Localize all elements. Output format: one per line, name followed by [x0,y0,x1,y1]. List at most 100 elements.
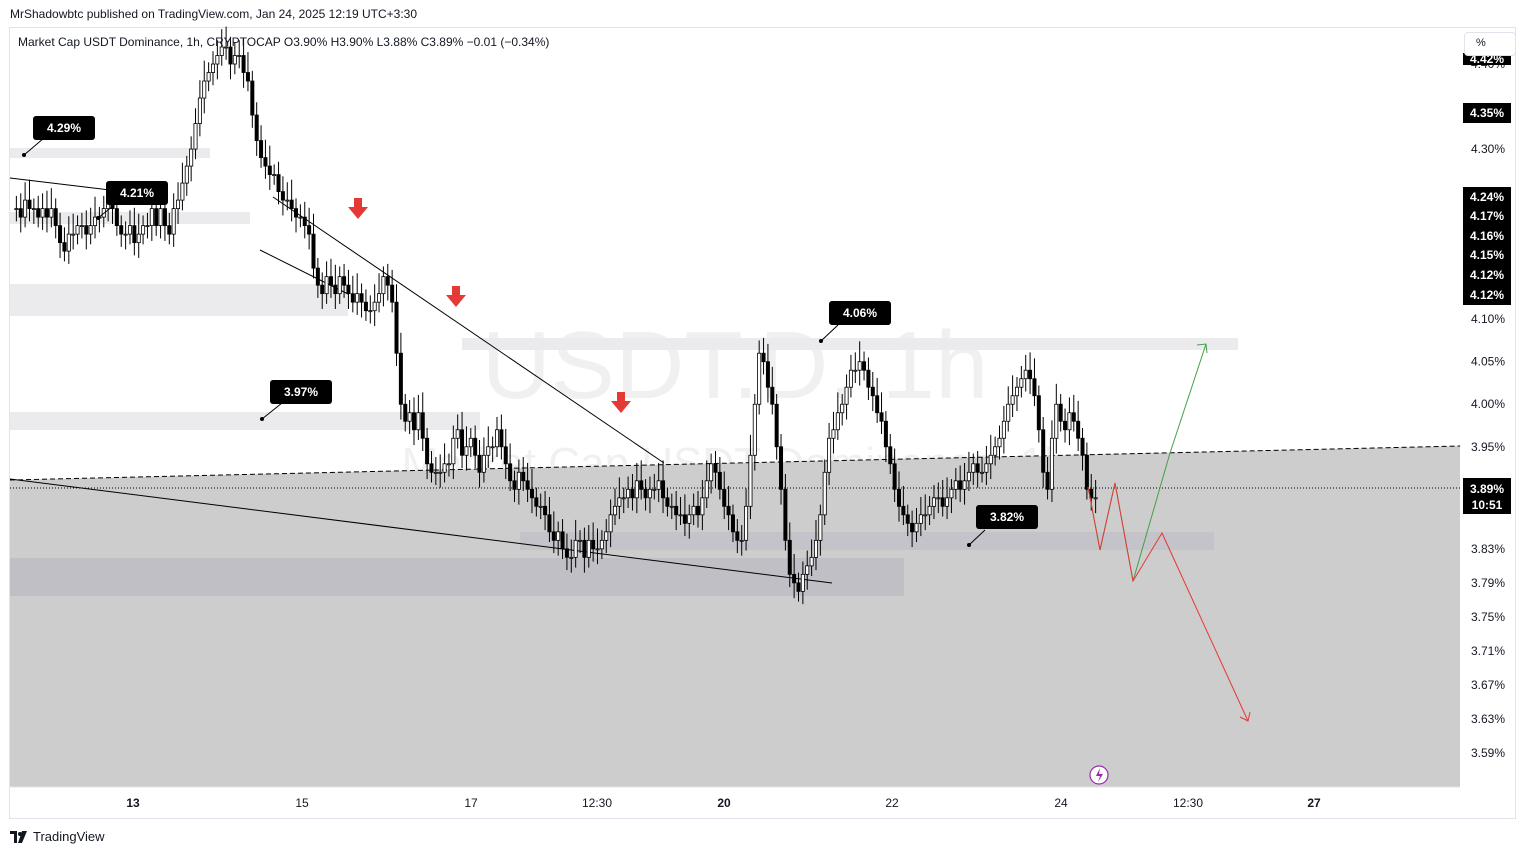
projection-layer [1087,343,1251,722]
y-tick-label: 3.63% [1471,712,1505,726]
candle-body [294,208,299,218]
candle-body [822,471,827,516]
candle-body [805,565,810,575]
candle-body [761,352,766,363]
candle-body [538,505,543,508]
candle-body [770,386,775,405]
candle-body [495,429,500,448]
callout-label: 3.97% [284,385,318,399]
price-tag [1463,206,1511,226]
candle-body [193,123,198,150]
candle-body [398,352,403,405]
price-tag-label: 4.24% [1470,190,1504,204]
price-axis[interactable]: 4.40%4.30%4.10%4.05%4.00%3.95%3.83%3.79%… [1471,57,1505,760]
price-tag [1463,53,1511,65]
candle-body [700,497,705,516]
candle-body [481,454,486,473]
candle-body [280,191,285,201]
candle-body [813,539,818,558]
left-descending [9,177,111,191]
candle-body [1054,403,1059,439]
lightning-icon[interactable] [1089,765,1109,785]
y-tick-label: 3.67% [1471,678,1505,692]
candle-body [176,199,181,210]
candle-body [752,403,757,456]
candle-body [748,454,753,507]
y-tick-label: 4.30% [1471,142,1505,156]
candle-body [901,505,906,516]
candle-body [451,437,456,465]
price-tag [1463,245,1511,265]
zone-3-78 [10,558,904,596]
price-tag-label: 4.12% [1470,268,1504,282]
candle-body [857,361,862,371]
candle-body [123,233,128,236]
candle-body [1041,429,1046,473]
candle-body [254,114,259,141]
candles-layer [14,26,1098,605]
candle-body [337,276,342,295]
candle-body [1084,454,1089,490]
candle-body [307,225,312,235]
time-axis[interactable]: 13 15 17 12:30 20 22 24 12:30 27 [126,796,1321,810]
candle-body [931,497,936,507]
candle-body [250,80,255,116]
candle-body [713,463,718,473]
candle-body [346,284,351,295]
x-tick-label: 20 [717,796,731,810]
arrowhead-green [1196,343,1208,354]
candle-body [853,369,858,372]
arrowhead-red [1239,711,1251,722]
arrows-layer [348,198,631,413]
x-tick-label: 17 [464,796,478,810]
candle-body [189,148,194,167]
candle-body [237,55,242,57]
candle-body [311,233,316,269]
callout-4-29: 4.29% [22,116,95,157]
candle-body [350,293,355,303]
candle-body [368,310,373,313]
tradingview-brand[interactable]: TradingView [10,829,105,844]
candle-body [407,412,412,422]
price-tag [1463,187,1511,207]
zone-4-12 [10,284,348,316]
candle-body [289,199,294,210]
candle-body [691,505,696,516]
callout-label: 4.06% [843,306,877,320]
candle-body [1076,420,1081,439]
candle-body [302,216,307,227]
candle-body [661,480,666,499]
candle-body [241,55,246,73]
price-tag [1463,226,1511,246]
candle-body [425,437,430,465]
candle-body [14,208,19,211]
candle-body [879,412,884,422]
candle-body [1032,378,1037,397]
candle-body [359,293,364,303]
candle-body [936,497,941,500]
candle-body [569,556,574,559]
candle-body [390,284,395,303]
candle-body [315,267,320,286]
bar-countdown: 10:51 [1472,498,1503,512]
candle-body [381,276,386,295]
candle-body [411,412,416,431]
candle-body [529,488,534,499]
zone-4-29 [10,148,210,158]
candle-body [1067,412,1072,431]
y-tick-label: 3.71% [1471,644,1505,658]
candle-body [276,174,281,193]
candle-body [206,72,211,82]
percent-toggle-button[interactable]: % [1464,32,1516,56]
x-tick-label: 12:30 [1173,796,1203,810]
candle-body [438,471,443,474]
candle-body [840,403,845,414]
candle-body [844,386,849,405]
neckline-dashed [9,445,1461,481]
candle-body [595,548,600,551]
zone-3-82 [520,532,1214,550]
candle-body [184,165,189,184]
candle-body [717,471,722,490]
candle-body [446,463,451,466]
